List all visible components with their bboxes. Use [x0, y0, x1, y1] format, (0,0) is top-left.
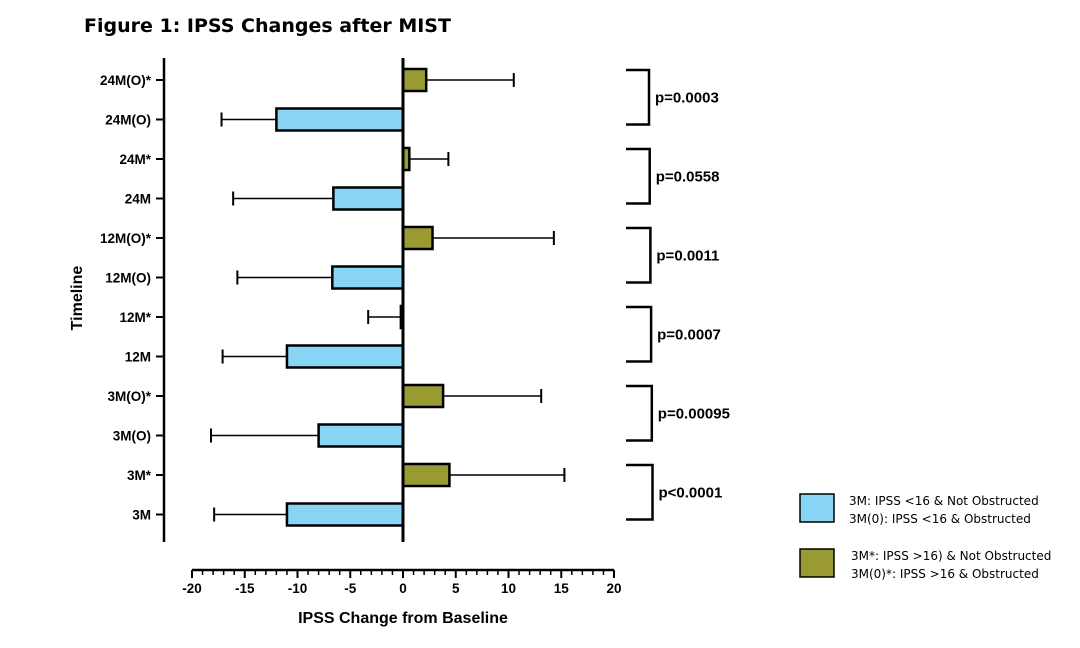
legend-swatch: [799, 493, 835, 523]
p-value-label: p=0.0558: [656, 168, 720, 185]
bar: [285, 502, 405, 527]
legend: 3M: IPSS <16 & Not Obstructed 3M(0): IPSS…: [799, 493, 1051, 581]
x-tick-label: -20: [182, 581, 202, 596]
p-value-bracket: [626, 226, 652, 284]
y-tick-label: 24M(O): [105, 113, 151, 128]
x-axis: -20 -15 -10 -5 0 5 10 15 20: [182, 568, 622, 596]
p-value-label: p=0.0003: [655, 89, 719, 106]
x-tick-label: 10: [501, 581, 516, 596]
bar: [317, 423, 405, 448]
p-value-bracket: [626, 384, 654, 442]
p-value-brackets: p=0.0003 p=0.0558 p=0.0011 p=0.0007 p=0.0009…: [626, 68, 730, 521]
y-tick-label: 3M: [132, 508, 151, 523]
y-tick-label: 12M(O)*: [100, 231, 152, 246]
legend-entry-text: 3M*: IPSS >16) & Not Obstructed: [851, 549, 1051, 563]
y-tick-label: 12M(O): [105, 271, 151, 286]
legend-swatch: [799, 548, 835, 578]
x-tick-label: 5: [452, 581, 460, 596]
x-tick-label: -10: [288, 581, 308, 596]
legend-entry-text: 3M(0)*: IPSS >16 & Obstructed: [851, 567, 1039, 581]
bar: [401, 383, 445, 409]
bars-group: [209, 58, 566, 542]
y-tick-label: 24M: [125, 192, 151, 207]
p-value-label: p=0.0011: [656, 247, 719, 264]
y-tick-label: 24M*: [119, 152, 151, 167]
y-tick-label: 3M(O): [113, 429, 151, 444]
y-tick-label: 3M*: [127, 468, 152, 483]
x-tick-label: 15: [554, 581, 570, 596]
bar: [401, 67, 428, 93]
p-value-bracket: [626, 68, 651, 126]
bar: [401, 225, 434, 251]
p-value-bracket: [626, 463, 654, 521]
p-value-label: p=0.00095: [658, 405, 730, 422]
p-value-label: p=0.0007: [657, 326, 721, 343]
x-tick-label: -15: [235, 581, 255, 596]
p-value-bracket: [626, 305, 653, 363]
legend-entry-text: 3M: IPSS <16 & Not Obstructed: [849, 494, 1039, 508]
bar: [331, 265, 405, 290]
x-tick-label: -5: [344, 581, 356, 596]
y-axis-label: Timeline: [69, 266, 86, 331]
y-tick-label: 12M: [125, 350, 151, 365]
bar: [275, 107, 405, 132]
p-value-label: p<0.0001: [659, 484, 723, 501]
bar: [401, 462, 451, 488]
p-value-bracket: [626, 147, 651, 205]
chart-title: Figure 1: IPSS Changes after MIST: [84, 15, 451, 37]
y-tick-label: 12M*: [119, 310, 151, 325]
x-tick-label: 20: [606, 581, 621, 596]
y-tick-label: 3M(O)*: [108, 389, 152, 404]
bar: [285, 344, 405, 369]
x-axis-label: IPSS Change from Baseline: [298, 610, 508, 627]
legend-entry-text: 3M(0): IPSS <16 & Obstructed: [849, 512, 1031, 526]
y-tick-label: 24M(O)*: [100, 73, 152, 88]
x-tick-label: 0: [399, 581, 407, 596]
y-axis: 24M(O)* 24M(O) 24M* 24M 12M(O)* 12M(O) 12M* 12M…: [100, 58, 166, 542]
bar: [332, 186, 405, 211]
